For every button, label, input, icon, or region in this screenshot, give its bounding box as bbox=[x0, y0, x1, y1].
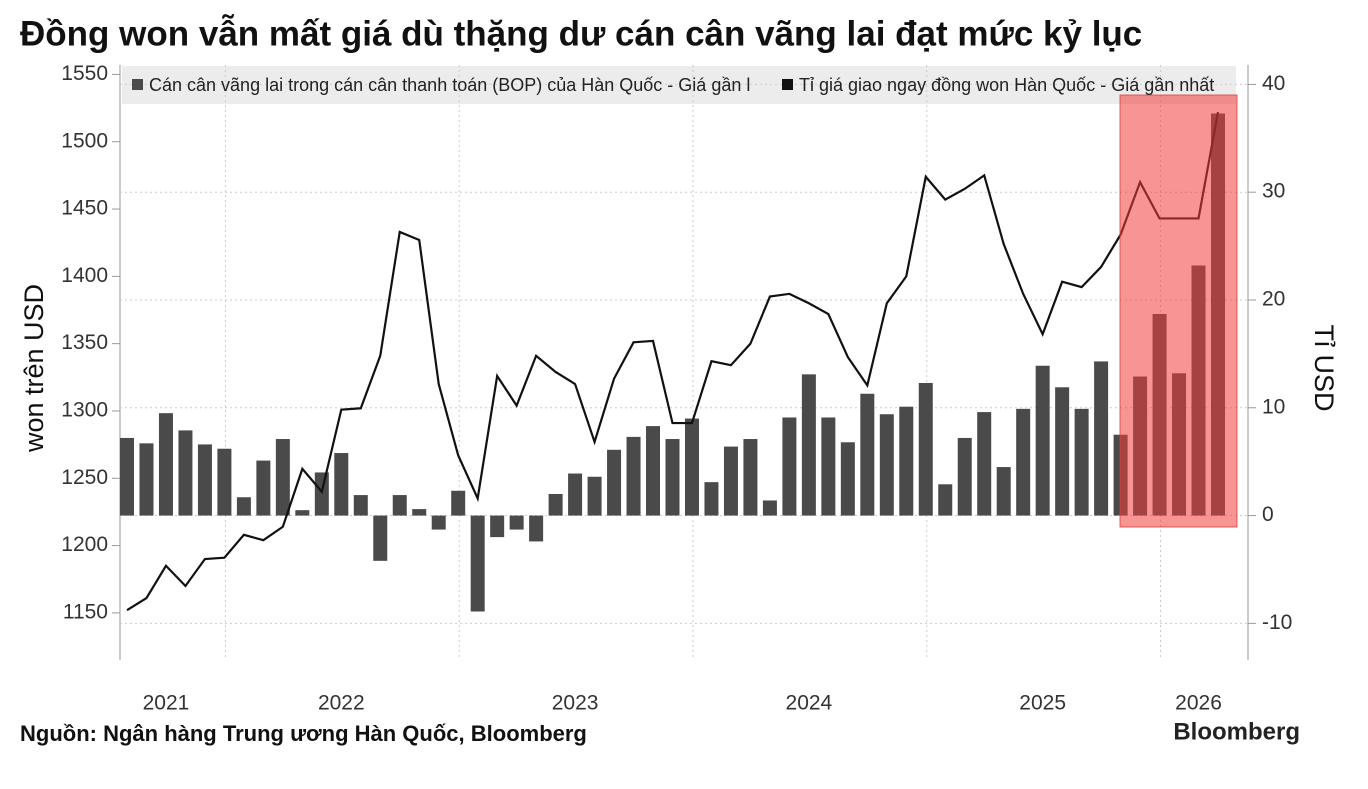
bar bbox=[684, 418, 699, 516]
y2-tick-label: 10 bbox=[1262, 395, 1285, 418]
bar bbox=[529, 515, 544, 542]
bar bbox=[178, 430, 193, 516]
y-tick-label: 1400 bbox=[61, 264, 108, 287]
bar bbox=[821, 417, 836, 516]
x-tick-label: 2022 bbox=[318, 692, 365, 715]
y-tick-label: 1250 bbox=[61, 466, 108, 489]
line bbox=[126, 111, 1220, 612]
chart-title: Đồng won vẫn mất giá dù thặng dư cán cân… bbox=[20, 13, 1142, 53]
bar bbox=[957, 437, 972, 516]
bar bbox=[392, 495, 407, 516]
bar bbox=[860, 393, 875, 516]
highlight bbox=[1119, 94, 1238, 528]
brand-logo: Bloomberg bbox=[1173, 718, 1300, 745]
bar bbox=[1074, 408, 1089, 516]
x-tick-label: 2024 bbox=[786, 692, 833, 715]
x-tick-label: 2025 bbox=[1019, 692, 1066, 715]
bar bbox=[256, 460, 271, 516]
y-tick-label: 1550 bbox=[61, 62, 108, 85]
bar bbox=[1055, 387, 1070, 516]
source-note: Nguồn: Ngân hàng Trung ương Hàn Quốc, Bl… bbox=[20, 721, 587, 746]
bar bbox=[587, 476, 602, 516]
y2-tick-label: 20 bbox=[1262, 288, 1285, 311]
bar bbox=[899, 406, 914, 516]
bar bbox=[353, 495, 368, 516]
bar bbox=[704, 482, 719, 516]
y-tick-label: 1500 bbox=[61, 129, 108, 152]
bar bbox=[801, 374, 816, 516]
bar bbox=[723, 446, 738, 516]
y2-tick-label: 0 bbox=[1262, 503, 1274, 526]
bar bbox=[548, 494, 563, 516]
bar bbox=[1016, 408, 1031, 516]
legend-label: Tỉ giá giao ngay đồng won Hàn Quốc - Giá… bbox=[799, 75, 1214, 95]
x-tick-label: 2026 bbox=[1175, 692, 1222, 715]
bar bbox=[236, 497, 251, 516]
bar bbox=[665, 439, 680, 516]
bar bbox=[197, 444, 212, 516]
bar bbox=[217, 448, 232, 516]
bar bbox=[120, 437, 134, 516]
y-axis-label: won trên USD bbox=[19, 284, 49, 453]
bar bbox=[977, 412, 992, 516]
bar bbox=[626, 436, 641, 516]
legend-swatch bbox=[782, 79, 793, 90]
bar bbox=[782, 417, 797, 516]
y-tick-label: 1200 bbox=[61, 533, 108, 556]
y-tick-label: 1150 bbox=[63, 600, 108, 623]
bar bbox=[568, 473, 583, 516]
x-tick-label: 2021 bbox=[143, 692, 190, 715]
bar bbox=[938, 484, 953, 516]
bar bbox=[490, 515, 505, 538]
y-tick-label: 1450 bbox=[61, 197, 108, 220]
bar bbox=[918, 382, 933, 516]
y-tick-label: 1350 bbox=[61, 331, 108, 354]
y2-tick-label: -10 bbox=[1262, 611, 1292, 634]
bar bbox=[275, 439, 290, 516]
legend-swatch bbox=[132, 79, 143, 90]
bar bbox=[470, 515, 485, 612]
bar bbox=[509, 515, 524, 530]
y2-tick-label: 40 bbox=[1262, 72, 1285, 95]
y-tick-label: 1300 bbox=[61, 399, 108, 422]
bar bbox=[646, 426, 661, 516]
bar bbox=[996, 467, 1011, 516]
bar bbox=[762, 500, 777, 516]
y2-tick-label: 30 bbox=[1262, 180, 1285, 203]
bar bbox=[840, 442, 855, 516]
bar bbox=[295, 510, 310, 516]
x-tick-label: 2023 bbox=[552, 692, 599, 715]
legend-box bbox=[122, 66, 1236, 104]
bar bbox=[158, 413, 173, 516]
bar bbox=[314, 472, 329, 516]
legend-label: Cán cân vãng lai trong cán cân thanh toá… bbox=[149, 75, 750, 95]
bar bbox=[607, 449, 622, 516]
bar bbox=[334, 453, 349, 516]
bar bbox=[1094, 361, 1109, 516]
bar bbox=[743, 439, 758, 516]
bar bbox=[879, 414, 894, 516]
bar bbox=[139, 443, 154, 516]
y2-axis-label: Tỉ USD bbox=[1309, 325, 1339, 412]
bar bbox=[1035, 365, 1050, 516]
bar bbox=[431, 515, 446, 530]
bar bbox=[373, 515, 388, 561]
bar bbox=[451, 490, 466, 516]
bar bbox=[412, 509, 427, 516]
